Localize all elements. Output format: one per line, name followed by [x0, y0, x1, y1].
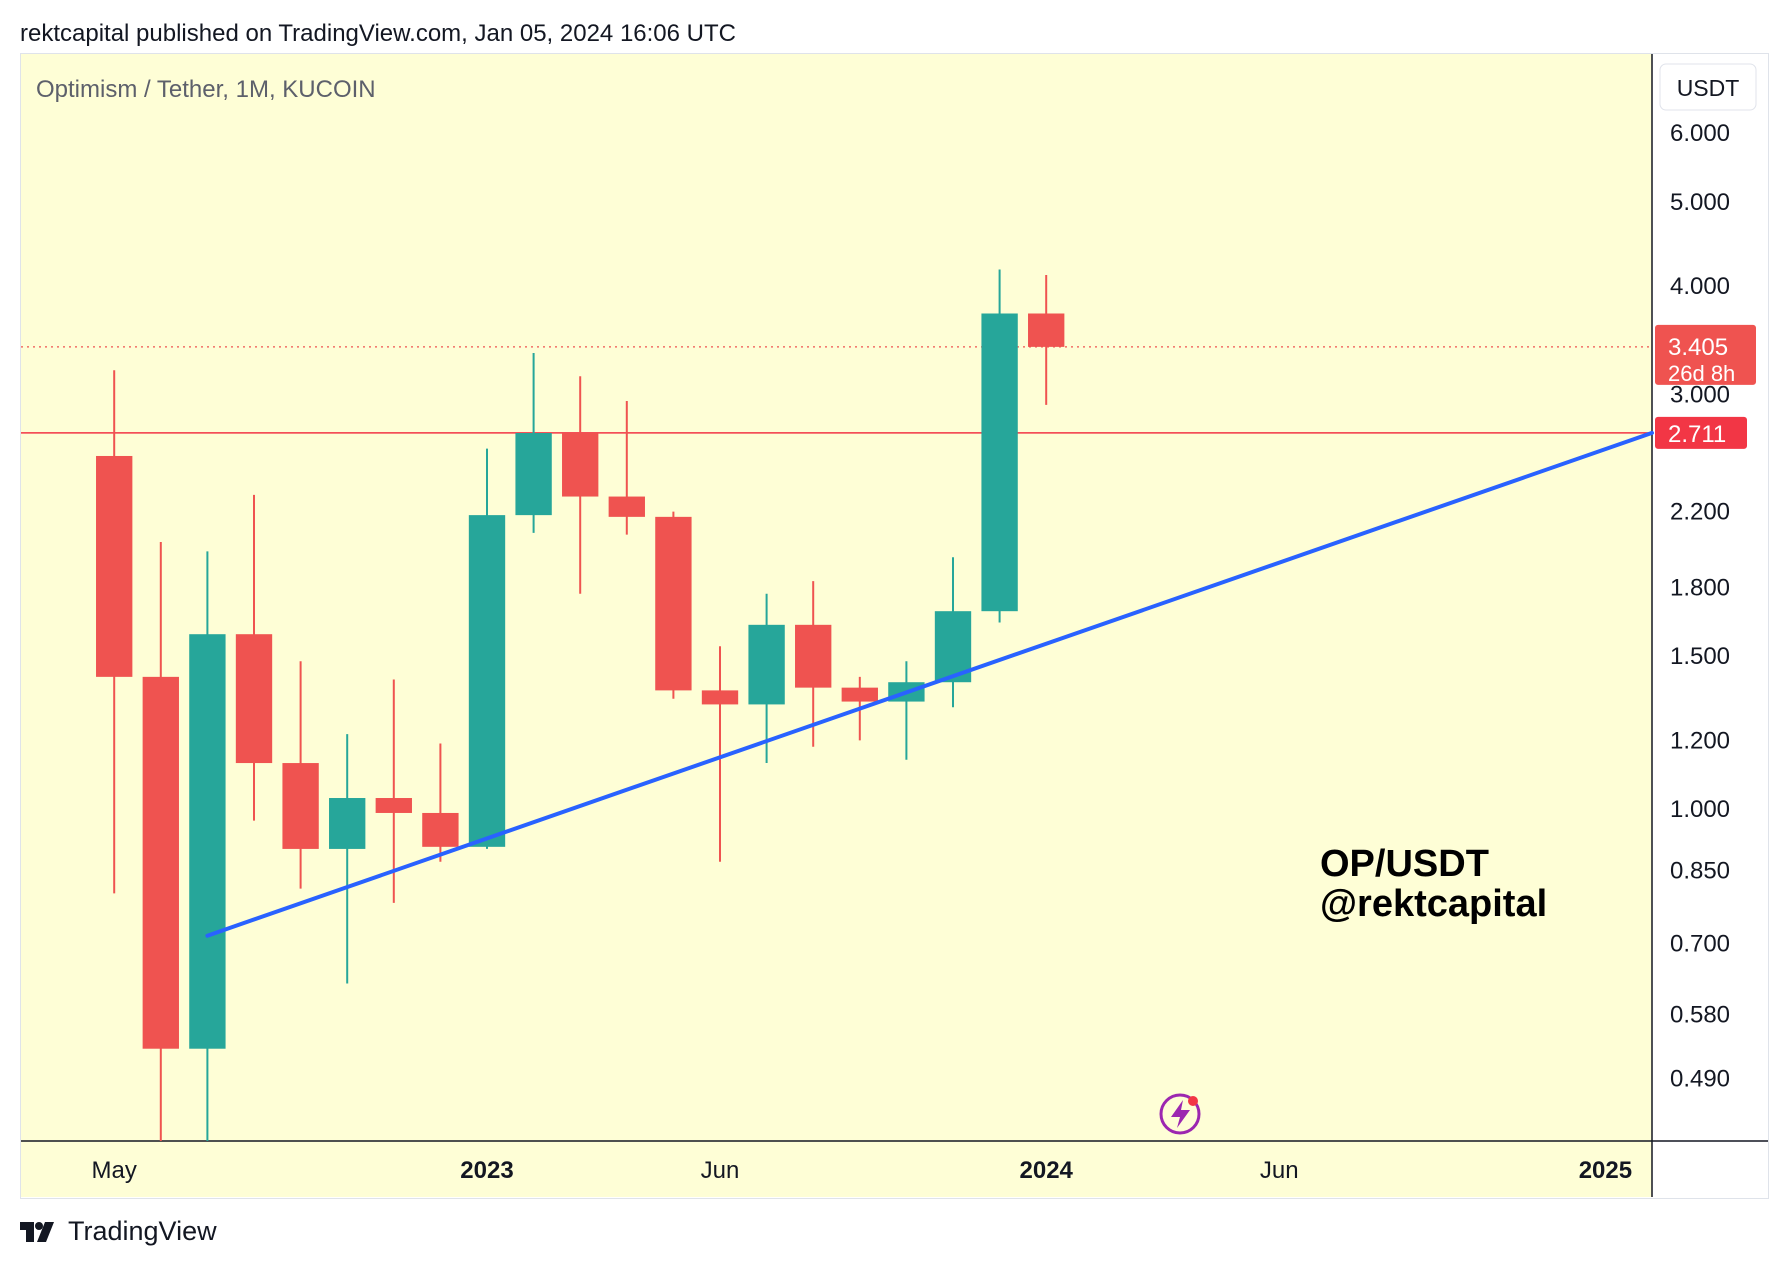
candle: [795, 581, 832, 747]
y-tick-label: 0.490: [1670, 1065, 1730, 1092]
x-tick-label: Jun: [701, 1157, 740, 1184]
candle: [608, 400, 645, 535]
y-tick-label: 0.850: [1670, 857, 1730, 884]
candle-body: [329, 798, 366, 849]
y-tick-label: 6.000: [1670, 120, 1730, 147]
candle-body: [189, 634, 226, 1049]
candle: [235, 494, 273, 821]
candle: [515, 353, 552, 533]
candle-body: [562, 433, 599, 497]
y-tick-label: 3.000: [1670, 382, 1730, 409]
candle-body: [96, 455, 133, 677]
y-tick-label: 0.580: [1670, 1002, 1730, 1029]
candle-body: [515, 433, 552, 516]
x-tick-label: 2025: [1579, 1157, 1632, 1184]
brand-label: TradingView: [68, 1216, 217, 1246]
plot-background: [21, 54, 1652, 1197]
x-tick-label: Jun: [1260, 1157, 1299, 1184]
y-tick-label: 1.200: [1670, 727, 1730, 754]
watermark-line: OP/USDT: [1320, 843, 1489, 885]
bar-countdown-label: 26d 8h: [1668, 361, 1735, 386]
currency-button: [1659, 63, 1757, 111]
candle-body: [655, 516, 692, 691]
candle: [329, 734, 366, 984]
candle: [282, 661, 319, 889]
candle-body: [235, 634, 273, 764]
y-tick-label: 1.800: [1670, 574, 1730, 601]
candle: [422, 743, 459, 862]
level-price-badge: [1655, 416, 1747, 449]
candle-body: [1028, 313, 1065, 347]
y-tick-label: 5.000: [1670, 189, 1730, 216]
tradingview-logo-icon: [20, 1221, 54, 1242]
x-tick-label: May: [92, 1157, 137, 1184]
y-tick-label: 4.000: [1670, 273, 1730, 300]
lightning-bolt-icon: [1159, 1093, 1201, 1135]
candle: [748, 593, 785, 764]
candle-body: [282, 763, 319, 849]
candle-body: [748, 624, 785, 705]
candle-body: [841, 687, 878, 702]
candle: [142, 542, 179, 1141]
candle-body: [422, 812, 459, 847]
candle: [468, 448, 506, 849]
y-tick-label: 2.200: [1670, 499, 1730, 526]
candle-body: [608, 496, 645, 517]
candle-body: [375, 798, 412, 813]
level-price-label: 2.711: [1668, 421, 1726, 448]
candle: [562, 376, 599, 594]
x-tick-label: 2023: [460, 1157, 513, 1184]
x-tick-label: 2024: [1020, 1157, 1074, 1184]
candle: [189, 551, 226, 1141]
ascending-trendline: [205, 430, 1654, 938]
y-tick-label: 1.000: [1670, 796, 1730, 823]
watermark-line: @rektcapital: [1320, 883, 1547, 925]
candle-body: [142, 676, 179, 1049]
candle-body: [468, 515, 506, 847]
currency-label: USDT: [1677, 75, 1740, 101]
candle: [1028, 274, 1065, 405]
candle-body: [795, 624, 832, 688]
tradingview-brand[interactable]: TradingView: [20, 1216, 217, 1247]
published-caption: rektcapital published on TradingView.com…: [20, 20, 736, 47]
candle: [981, 269, 1018, 623]
candle-body: [701, 690, 739, 705]
symbol-title: Optimism / Tether, 1M, KUCOIN: [36, 76, 376, 103]
y-tick-label: 0.700: [1670, 931, 1730, 958]
candle-body: [981, 313, 1018, 612]
candle: [96, 370, 133, 894]
last-price-label: 3.405: [1668, 334, 1728, 361]
candle: [655, 511, 692, 699]
candle: [375, 679, 412, 903]
y-tick-label: 1.500: [1670, 643, 1730, 670]
candle: [701, 646, 739, 862]
last-price-badge: [1655, 324, 1756, 385]
chart-frame: [20, 53, 1769, 1199]
